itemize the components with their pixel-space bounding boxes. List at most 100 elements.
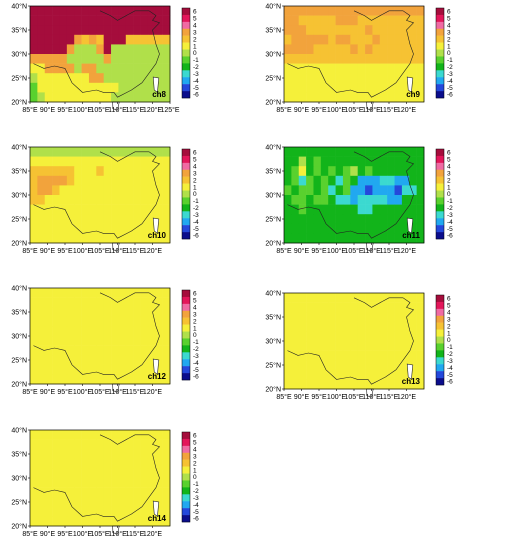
grid-cell: [44, 175, 53, 186]
grid-cell: [103, 63, 112, 74]
lon-tick-label: 95°E: [57, 106, 73, 114]
grid-cell: [74, 439, 82, 450]
grid-cell: [96, 458, 104, 469]
grid-cell: [401, 73, 410, 84]
colorbar-segment: [182, 14, 190, 23]
grid-cell: [335, 175, 344, 186]
grid-cell: [284, 166, 292, 177]
grid-cell: [162, 73, 171, 84]
grid-cell: [320, 214, 329, 225]
grid-cell: [328, 312, 336, 323]
colorbar-frame: [435, 294, 445, 386]
lon-tick-label: 115°E: [380, 247, 399, 255]
grid-cell: [30, 223, 38, 234]
lat-tick-label: 25°N: [265, 215, 281, 223]
grid-cell: [350, 92, 358, 103]
grid-cell: [44, 307, 53, 318]
grid-cell: [118, 25, 127, 36]
grid-cell: [133, 34, 141, 45]
colorbar-label: -1: [447, 57, 453, 64]
grid-cell: [328, 15, 336, 26]
grid-cell: [59, 73, 68, 84]
grid-cell: [111, 439, 119, 450]
grid-cell: [328, 156, 336, 167]
grid-cell: [74, 506, 82, 517]
lon-tick-label: 100°E: [327, 106, 346, 114]
grid-cell: [350, 360, 358, 371]
colorbar-segment: [436, 218, 444, 226]
grid-cell: [125, 506, 134, 517]
grid-cell: [111, 6, 119, 16]
lon-tick-label: 95°E: [311, 247, 327, 255]
grid-cell: [313, 63, 322, 74]
lon-tick-label: 100°E: [73, 530, 92, 538]
grid-cell: [44, 326, 53, 337]
grid-cell: [394, 233, 403, 244]
grid-cell: [118, 326, 127, 337]
grid-cell: [357, 147, 366, 157]
grid-cell: [52, 355, 60, 366]
lat-tick-label: 35°N: [265, 167, 281, 175]
grid-cell: [125, 25, 134, 36]
grid-cell: [387, 185, 395, 196]
grid-cell: [298, 331, 307, 342]
lat-tick-label: 25°N: [11, 74, 27, 82]
grid-cell: [335, 293, 344, 303]
grid-cell: [133, 458, 141, 469]
grid-cell: [372, 156, 381, 167]
grid-cell: [147, 185, 156, 196]
colorbar-segment: [182, 459, 190, 467]
map-panel-ch14: 20°N 25°N 30°N 35°N 40°N 85°E 90°E 95°E 100°E 105…: [8, 426, 202, 540]
grid-cell: [118, 439, 127, 450]
grid-cell: [162, 6, 171, 16]
grid-cell: [162, 316, 171, 327]
colorbar-label: -4: [193, 78, 199, 85]
grid-cell: [365, 204, 373, 215]
grid-cell: [118, 82, 127, 93]
grid-cell: [350, 233, 358, 244]
lon-tick-label: 110°E: [108, 388, 127, 396]
grid-cell: [111, 516, 119, 527]
grid-cell: [88, 430, 97, 440]
grid-cell: [81, 316, 90, 327]
grid-cell: [379, 73, 388, 84]
grid-cell: [401, 34, 410, 45]
grid-cell: [30, 214, 38, 225]
colorbar-segment: [436, 336, 444, 344]
grid-cell: [409, 223, 417, 234]
grid-cell: [140, 92, 149, 103]
grid-cell: [81, 82, 90, 93]
grid-cell: [59, 25, 68, 36]
grid-cell: [306, 25, 314, 36]
colorbar-label: 4: [447, 23, 451, 30]
grid-cell: [365, 233, 373, 244]
grid-cell: [125, 195, 134, 205]
colorbar-segment: [182, 21, 190, 29]
colorbar-label: -1: [447, 344, 453, 351]
lon-tick-label: 115°E: [126, 247, 145, 255]
grid-cell: [96, 54, 104, 64]
grid-cell: [66, 34, 75, 45]
grid-cell: [313, 369, 322, 380]
lon-tick-label: 95°E: [57, 530, 73, 538]
grid-cell: [66, 326, 75, 337]
grid-cell: [306, 369, 314, 380]
grid-cell: [59, 449, 68, 460]
grid-cell: [30, 34, 38, 45]
grid-cell: [111, 316, 119, 327]
grid-cell: [118, 185, 127, 196]
grid-cell: [118, 63, 127, 74]
grid-cell: [394, 185, 403, 196]
grid-cell: [59, 478, 68, 488]
grid-cell: [409, 350, 417, 361]
lat-tick-label: 20°N: [11, 239, 27, 247]
grid-cell: [30, 516, 38, 527]
grid-cell: [416, 15, 425, 26]
grid-cell: [372, 92, 381, 103]
island-outline: [152, 358, 160, 375]
lat-tick-label: 40°N: [11, 426, 27, 434]
grid-cell: [118, 478, 127, 488]
coastline: [287, 151, 415, 239]
grid-cell: [133, 195, 141, 205]
grid-cell: [147, 326, 156, 337]
